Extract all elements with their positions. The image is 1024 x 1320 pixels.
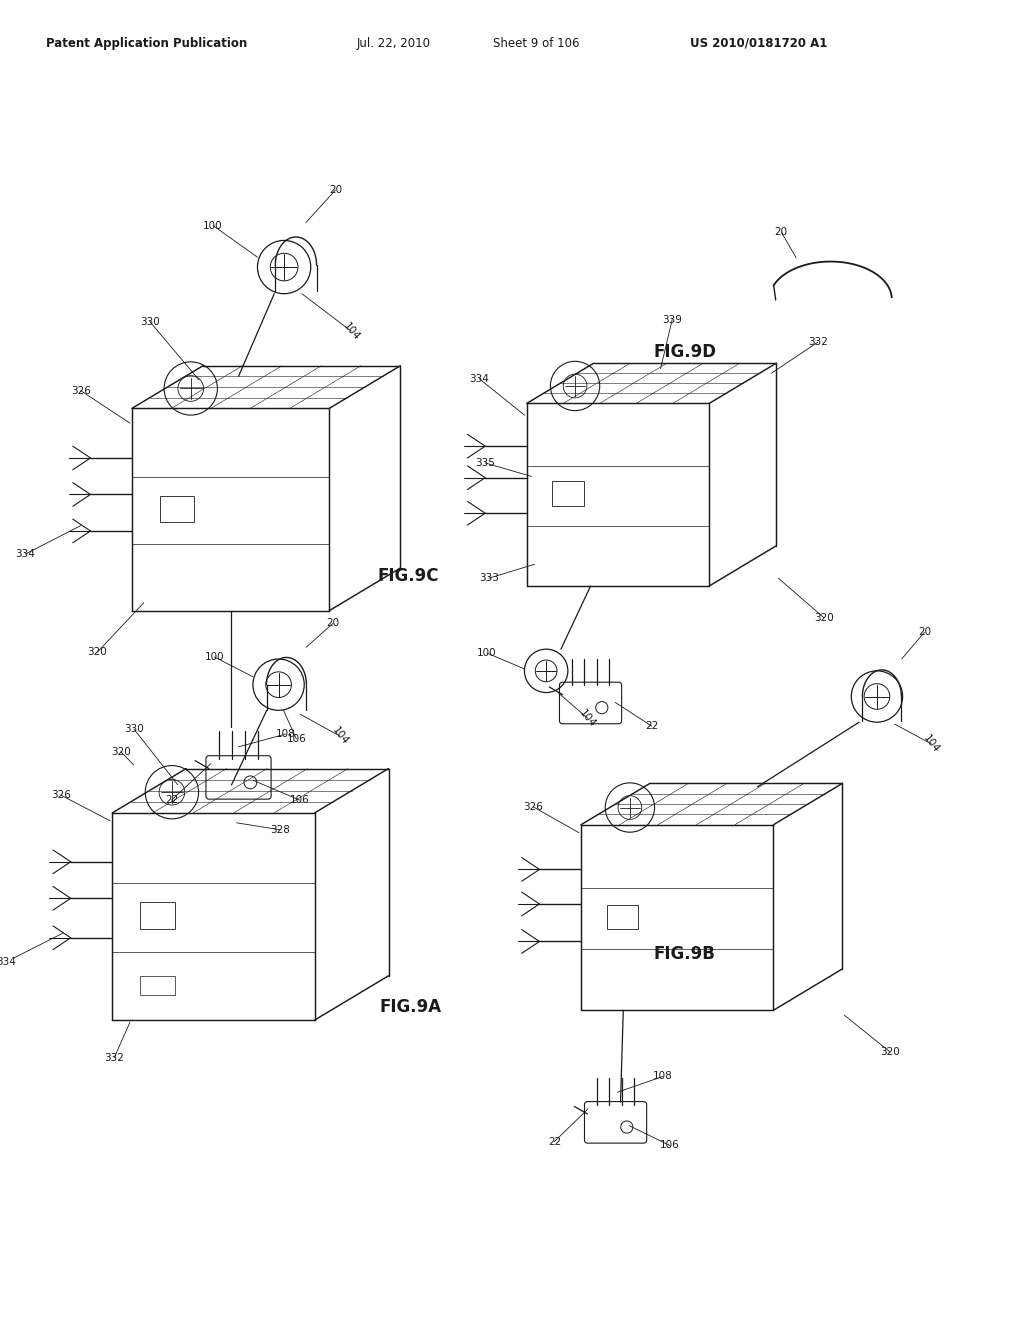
Text: 332: 332 (808, 337, 827, 347)
Text: 104: 104 (330, 725, 350, 747)
Text: FIG.9B: FIG.9B (653, 945, 716, 964)
Text: 20: 20 (329, 185, 342, 195)
Text: 332: 332 (104, 1052, 124, 1063)
Text: 100: 100 (477, 648, 497, 659)
Text: US 2010/0181720 A1: US 2010/0181720 A1 (690, 37, 827, 50)
Text: 20: 20 (775, 227, 787, 236)
Text: 106: 106 (660, 1140, 680, 1151)
Text: 334: 334 (0, 957, 15, 968)
Text: 320: 320 (111, 747, 131, 756)
Text: 330: 330 (124, 725, 143, 734)
Text: Patent Application Publication: Patent Application Publication (46, 37, 248, 50)
Text: 22: 22 (645, 721, 658, 731)
Text: 20: 20 (918, 627, 931, 638)
Text: 326: 326 (71, 385, 90, 396)
Bar (606, 906, 638, 929)
Text: 326: 326 (51, 791, 71, 800)
Text: FIG.9C: FIG.9C (378, 568, 439, 585)
Text: 100: 100 (203, 220, 223, 231)
Text: 333: 333 (479, 573, 499, 583)
Text: 20: 20 (327, 619, 339, 628)
Text: 22: 22 (548, 1137, 561, 1147)
Text: 106: 106 (287, 734, 306, 744)
Text: Sheet 9 of 106: Sheet 9 of 106 (494, 37, 580, 50)
Bar (160, 496, 195, 521)
Text: 335: 335 (475, 458, 496, 469)
Text: 22: 22 (165, 795, 178, 805)
Text: 104: 104 (922, 733, 941, 755)
Text: FIG.9D: FIG.9D (653, 343, 716, 362)
Text: 106: 106 (290, 795, 309, 805)
Text: 339: 339 (663, 314, 682, 325)
Text: 334: 334 (469, 374, 489, 384)
Text: 320: 320 (814, 612, 834, 623)
Text: 328: 328 (270, 825, 290, 834)
Text: 326: 326 (523, 803, 544, 812)
Text: Jul. 22, 2010: Jul. 22, 2010 (356, 37, 430, 50)
Text: 330: 330 (140, 317, 160, 326)
Bar (552, 480, 584, 506)
Text: 104: 104 (578, 708, 598, 729)
Bar (140, 975, 175, 995)
Text: 104: 104 (341, 321, 361, 342)
Text: 108: 108 (653, 1072, 673, 1081)
Text: 100: 100 (205, 652, 224, 663)
Text: 334: 334 (15, 549, 35, 558)
Text: 320: 320 (87, 647, 108, 657)
Text: 108: 108 (276, 729, 296, 739)
Text: FIG.9A: FIG.9A (379, 998, 441, 1016)
Text: 320: 320 (880, 1047, 900, 1057)
Bar (140, 903, 175, 929)
